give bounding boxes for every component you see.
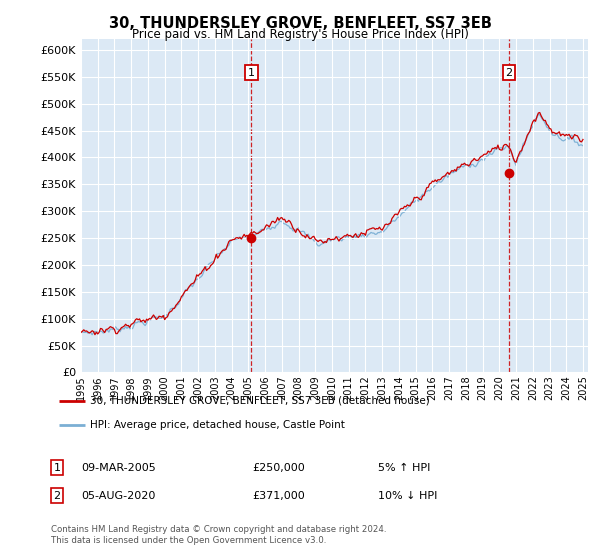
Text: 30, THUNDERSLEY GROVE, BENFLEET, SS7 3EB: 30, THUNDERSLEY GROVE, BENFLEET, SS7 3EB (109, 16, 491, 31)
Text: 30, THUNDERSLEY GROVE, BENFLEET, SS7 3EB (detached house): 30, THUNDERSLEY GROVE, BENFLEET, SS7 3EB… (91, 396, 430, 406)
Text: 2: 2 (505, 68, 512, 77)
Text: 09-MAR-2005: 09-MAR-2005 (81, 463, 156, 473)
Text: 05-AUG-2020: 05-AUG-2020 (81, 491, 155, 501)
Text: £371,000: £371,000 (252, 491, 305, 501)
Text: HPI: Average price, detached house, Castle Point: HPI: Average price, detached house, Cast… (91, 420, 345, 430)
Text: 2: 2 (53, 491, 61, 501)
Text: £250,000: £250,000 (252, 463, 305, 473)
Text: 10% ↓ HPI: 10% ↓ HPI (378, 491, 437, 501)
Text: Contains HM Land Registry data © Crown copyright and database right 2024.
This d: Contains HM Land Registry data © Crown c… (51, 525, 386, 545)
Text: 1: 1 (53, 463, 61, 473)
Text: 5% ↑ HPI: 5% ↑ HPI (378, 463, 430, 473)
Text: Price paid vs. HM Land Registry's House Price Index (HPI): Price paid vs. HM Land Registry's House … (131, 28, 469, 41)
Text: 1: 1 (248, 68, 255, 77)
